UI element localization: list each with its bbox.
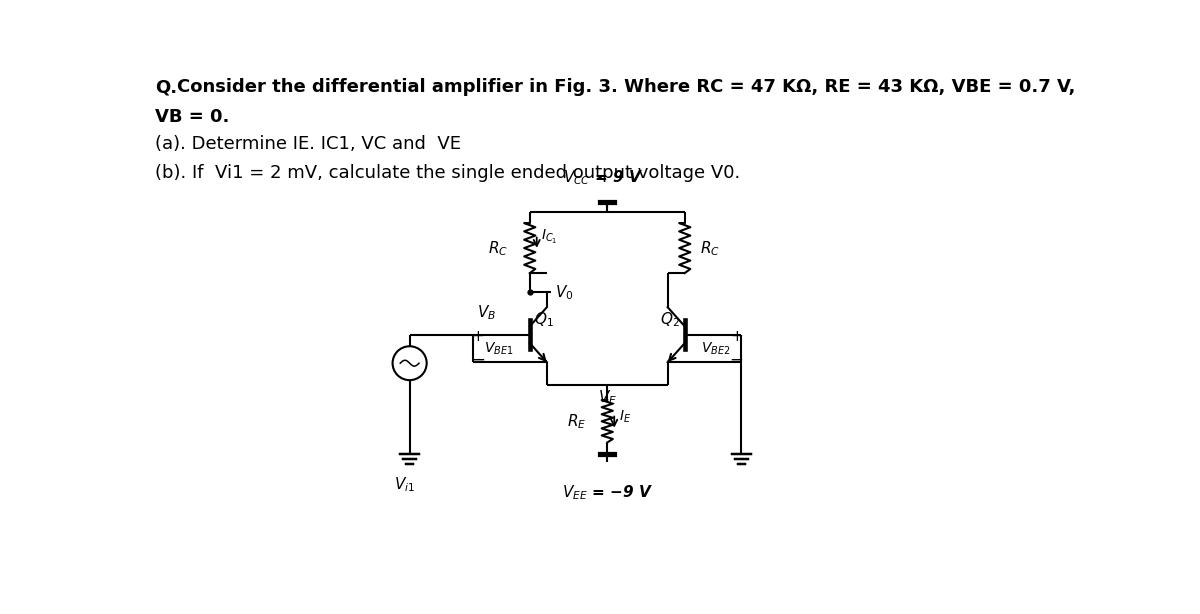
Text: VB = 0.: VB = 0. xyxy=(156,107,230,125)
Text: $R_E$: $R_E$ xyxy=(568,412,587,430)
Text: $V_{BE2}$: $V_{BE2}$ xyxy=(701,340,731,357)
Text: $V_{EE}$ = −9 V: $V_{EE}$ = −9 V xyxy=(562,483,653,502)
Text: $Q_2$: $Q_2$ xyxy=(660,311,680,329)
Text: −: − xyxy=(470,350,485,368)
Text: (a). Determine IE. IC1, VC and  VE: (a). Determine IE. IC1, VC and VE xyxy=(156,135,462,154)
Text: Q.: Q. xyxy=(156,79,178,96)
Text: +: + xyxy=(731,329,743,344)
Text: $I_{C_1}$: $I_{C_1}$ xyxy=(541,228,558,246)
Text: $V_E$: $V_E$ xyxy=(598,388,617,406)
Text: $V_B$: $V_B$ xyxy=(478,304,496,322)
Text: $R_C$: $R_C$ xyxy=(701,239,720,258)
Text: $Q_1$: $Q_1$ xyxy=(534,311,554,329)
Text: (b). If  Vi1 = 2 mV, calculate the single ended output voltage V0.: (b). If Vi1 = 2 mV, calculate the single… xyxy=(156,164,740,182)
Text: $V_0$: $V_0$ xyxy=(554,283,574,301)
Text: −: − xyxy=(730,350,744,368)
Text: Consider the differential amplifier in Fig. 3. Where RC = 47 KΩ, RE = 43 KΩ, VBE: Consider the differential amplifier in F… xyxy=(178,79,1075,96)
Text: $R_C$: $R_C$ xyxy=(488,239,508,258)
Text: $I_E$: $I_E$ xyxy=(619,408,631,425)
Text: +: + xyxy=(472,329,485,344)
Text: $V_{i1}$: $V_{i1}$ xyxy=(394,476,415,494)
Text: $V_{BE1}$: $V_{BE1}$ xyxy=(484,340,514,357)
Text: $V_{CC}$ = 9 V: $V_{CC}$ = 9 V xyxy=(564,168,643,187)
